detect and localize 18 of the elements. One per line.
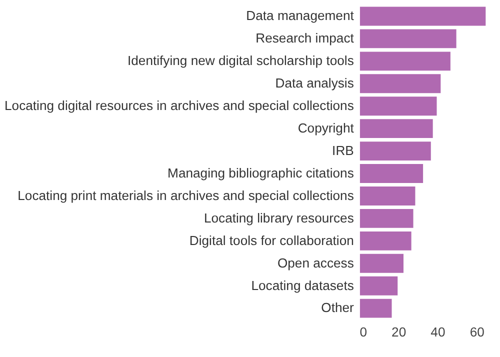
y-tick-label: Open access: [277, 255, 354, 270]
y-tick-label: Research impact: [256, 30, 354, 46]
x-tick-label: 0: [360, 324, 368, 340]
y-tick-label: Locating datasets: [251, 278, 354, 293]
y-tick-label: Data management: [246, 8, 354, 24]
y-tick-label: Copyright: [298, 120, 354, 136]
x-tick-label: 60: [470, 324, 484, 340]
y-tick-label: Identifying new digital scholarship tools: [128, 53, 354, 68]
y-tick-label: Other: [321, 300, 355, 316]
y-tick-label: Managing bibliographic citations: [168, 165, 354, 180]
y-tick-label: Locating print materials in archives and special collections: [18, 188, 354, 203]
x-tick-label: 20: [392, 324, 406, 340]
y-tick-label: IRB: [332, 142, 354, 158]
y-tick-label: Locating digital resources in archives and special collections: [4, 98, 354, 114]
y-tick-label: Digital tools for collaboration: [189, 232, 354, 248]
y-tick-label: Data analysis: [275, 76, 354, 91]
y-tick-label: Locating library resources: [204, 210, 354, 226]
x-tick-label: 40: [430, 324, 446, 340]
